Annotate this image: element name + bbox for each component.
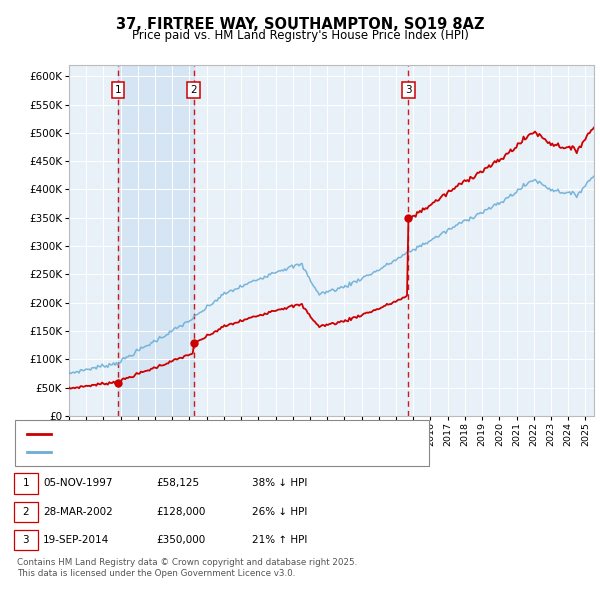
Text: 2: 2 [190, 86, 197, 96]
Text: Price paid vs. HM Land Registry's House Price Index (HPI): Price paid vs. HM Land Registry's House … [131, 30, 469, 42]
Text: 05-NOV-1997: 05-NOV-1997 [43, 478, 113, 488]
Text: 37, FIRTREE WAY, SOUTHAMPTON, SO19 8AZ (detached house): 37, FIRTREE WAY, SOUTHAMPTON, SO19 8AZ (… [57, 430, 371, 440]
Text: 3: 3 [22, 535, 29, 545]
Text: 2: 2 [22, 507, 29, 516]
Text: 38% ↓ HPI: 38% ↓ HPI [252, 478, 307, 488]
Bar [118, 65, 194, 416]
Text: 21% ↑ HPI: 21% ↑ HPI [252, 535, 307, 545]
Text: 37, FIRTREE WAY, SOUTHAMPTON, SO19 8AZ: 37, FIRTREE WAY, SOUTHAMPTON, SO19 8AZ [116, 17, 484, 31]
Text: 1: 1 [22, 478, 29, 488]
Text: Contains HM Land Registry data © Crown copyright and database right 2025.
This d: Contains HM Land Registry data © Crown c… [17, 558, 357, 578]
Text: £128,000: £128,000 [156, 507, 205, 516]
Text: 3: 3 [405, 86, 412, 96]
Text: HPI: Average price, detached house, Southampton: HPI: Average price, detached house, Sout… [57, 447, 308, 457]
Text: 1: 1 [115, 86, 121, 96]
Text: 19-SEP-2014: 19-SEP-2014 [43, 535, 109, 545]
Text: £58,125: £58,125 [156, 478, 199, 488]
Text: £350,000: £350,000 [156, 535, 205, 545]
Text: 28-MAR-2002: 28-MAR-2002 [43, 507, 113, 516]
Text: 26% ↓ HPI: 26% ↓ HPI [252, 507, 307, 516]
